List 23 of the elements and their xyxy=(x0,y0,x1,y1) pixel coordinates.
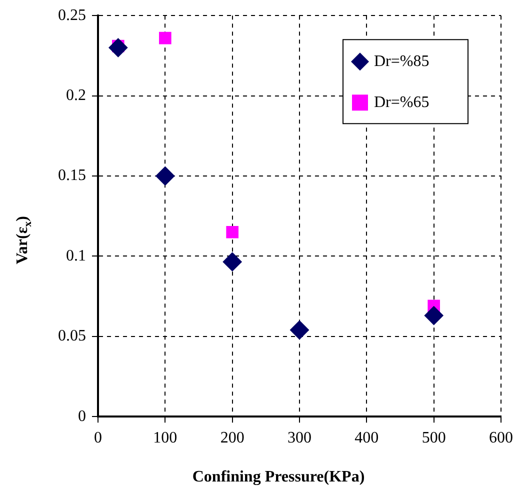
legend-label: Dr=%85 xyxy=(374,52,430,70)
point xyxy=(226,226,238,238)
x-tick-label: 100 xyxy=(153,429,178,446)
point xyxy=(424,306,444,326)
point xyxy=(222,252,242,272)
y-tick-label: 0.1 xyxy=(66,247,86,264)
x-tick-label: 300 xyxy=(288,429,312,446)
point xyxy=(290,320,309,340)
y-tick-label: 0.05 xyxy=(58,328,86,345)
y-tick-label: 0 xyxy=(78,408,86,425)
y-tick-label: 0.2 xyxy=(66,87,86,104)
legend-label: Dr=%65 xyxy=(374,94,430,111)
point xyxy=(159,32,172,44)
y-tick-label: 0.25 xyxy=(58,6,86,24)
x-tick-label: 400 xyxy=(354,429,379,446)
x-tick-label: 600 xyxy=(489,429,513,446)
point xyxy=(108,38,128,58)
point xyxy=(156,166,175,186)
y-tick-label: 0.15 xyxy=(58,167,86,184)
x-axis-title: Confining Pressure(KPa) xyxy=(192,468,365,486)
x-tick-label: 0 xyxy=(94,429,102,446)
x-tick-label: 200 xyxy=(220,429,244,446)
x-tick-label: 500 xyxy=(422,429,446,446)
